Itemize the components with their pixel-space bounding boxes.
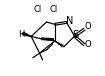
Text: O: O [84,40,91,49]
Text: H: H [18,30,25,39]
Text: Cl: Cl [33,5,41,14]
Text: Cl: Cl [50,5,58,14]
Text: O: O [84,22,91,31]
Polygon shape [22,32,31,36]
Text: N: N [66,16,73,26]
Text: S: S [73,30,79,40]
